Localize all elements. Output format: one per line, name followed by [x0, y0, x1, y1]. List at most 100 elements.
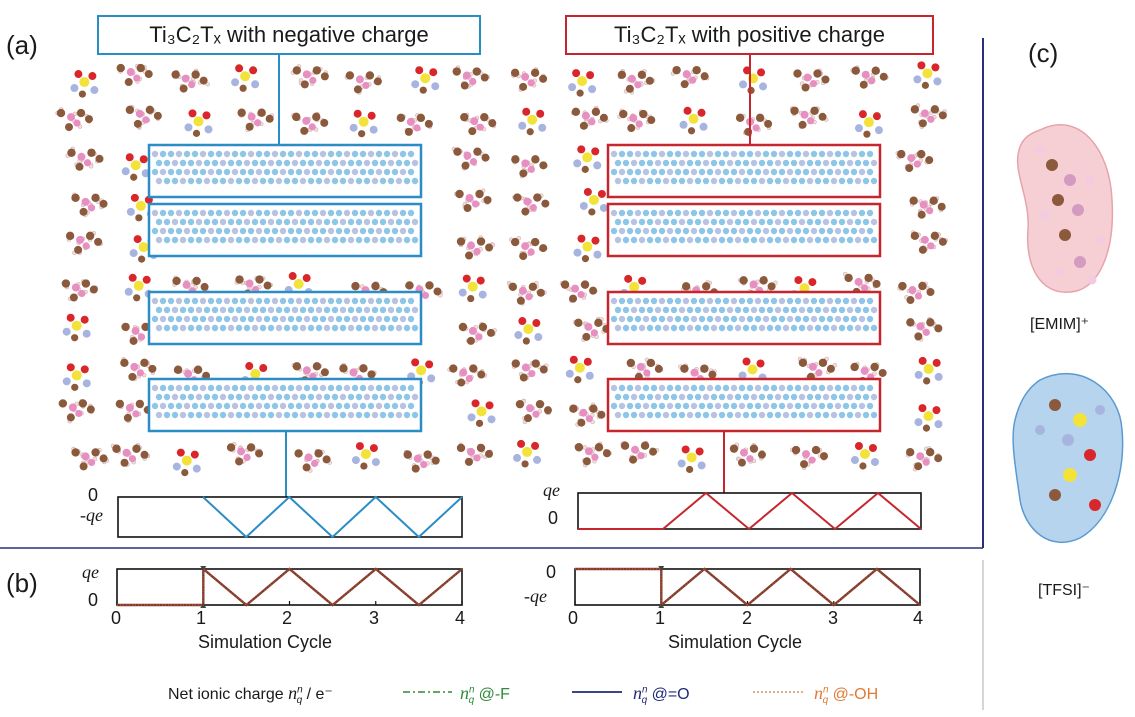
wave-neg-minus-label: -qe: [80, 505, 103, 525]
molecule-emim: [506, 280, 547, 306]
tfsi-atom: [1049, 399, 1061, 411]
chart-right-xtick-0: 0: [568, 608, 579, 628]
molecule-emim: [460, 112, 497, 136]
molecule-emim: [735, 113, 773, 137]
molecule-tfsi: [411, 66, 440, 94]
molecule-emim: [226, 441, 264, 466]
emim-atom: [1059, 229, 1071, 241]
tfsi-atom: [1084, 449, 1096, 461]
molecule-emim: [617, 68, 656, 95]
panel-label-a: (a): [6, 30, 38, 60]
molecule-tfsi: [679, 106, 708, 135]
wave-neg-trace: [202, 495, 463, 539]
emim-atom: [1052, 194, 1064, 206]
slab-negative-4: [147, 377, 423, 433]
emim-atom: [1046, 159, 1058, 171]
panel-label-c: (c): [1028, 38, 1059, 68]
molecule-emim: [620, 440, 660, 464]
emim-surface: [1016, 124, 1114, 293]
panel-a-negative-charge-waveform: [117, 495, 463, 539]
chart-right-xtick-3: 3: [828, 608, 839, 628]
molecule-tfsi: [231, 64, 260, 92]
tfsi-atom: [1089, 499, 1101, 511]
slab-negative-3: [147, 290, 423, 346]
wave-pos-box: [577, 492, 922, 530]
title-negative-formula: Ti₃C₂Tₓ: [149, 22, 221, 47]
emim-atom: [1072, 204, 1084, 216]
molecule-emim: [569, 402, 606, 427]
molecule-tfsi: [738, 357, 767, 386]
chart-left-marker-top: [200, 566, 207, 571]
slab-negative-2: [147, 202, 423, 258]
emim-hydrogen: [1087, 275, 1097, 285]
title-negative-charge: Ti₃C₂Tₓ with negative charge: [97, 15, 481, 55]
emim-atom: [1064, 174, 1076, 186]
tfsi-atom: [1062, 434, 1074, 446]
molecule-tfsi: [914, 404, 943, 432]
molecule-emim: [574, 441, 612, 468]
molecule-tfsi: [514, 317, 543, 345]
molecule-emim: [452, 65, 490, 90]
title-positive-formula: Ti₃C₂Tₓ: [614, 22, 686, 47]
molecule-emim: [626, 357, 664, 381]
molecule-tfsi: [677, 445, 706, 474]
chart-left-series-3: [117, 567, 463, 606]
ionic-liquid-molecules: [55, 61, 949, 477]
molecule-tfsi: [568, 69, 597, 97]
chart-left-xtick-3: 3: [369, 608, 380, 628]
emim-hydrogen: [1085, 175, 1095, 185]
molecule-emim: [559, 280, 598, 303]
molecule-emim: [670, 65, 710, 89]
molecule-emim: [396, 113, 433, 136]
molecule-tfsi: [458, 274, 487, 303]
tfsi-atom: [1063, 468, 1077, 482]
molecule-emim: [344, 71, 382, 95]
molecule-emim: [291, 111, 329, 135]
molecule-emim: [906, 316, 943, 342]
molecule-emim: [789, 445, 829, 471]
chart-left-ytick-top: qe: [82, 562, 99, 582]
legend-item-oh: nnq @-OH: [814, 683, 879, 707]
molecule-tfsi: [467, 399, 496, 427]
chart-left-marker-bottom: [200, 603, 207, 608]
molecule-emim: [850, 65, 889, 89]
tfsi-anion-model: [1012, 373, 1124, 544]
molecule-tfsi: [854, 110, 883, 138]
chart-left-frame: [116, 568, 463, 606]
molecule-emim: [447, 364, 488, 387]
molecule-tfsi: [739, 66, 768, 95]
panel-label-b: (b): [6, 568, 38, 598]
chart-right-xtick-4: 4: [913, 608, 924, 628]
molecule-emim: [291, 362, 329, 385]
tfsi-surface: [1012, 373, 1124, 544]
molecule-emim: [456, 442, 494, 466]
slab-negative-1: [147, 143, 423, 199]
molecule-emim: [65, 146, 104, 171]
chart-left-ytick-bottom: 0: [88, 590, 99, 610]
molecule-tfsi: [914, 356, 943, 385]
molecule-tfsi: [121, 153, 150, 181]
molecule-emim: [797, 356, 838, 381]
molecule-emim: [570, 105, 609, 130]
chart-left-xtick-4: 4: [455, 608, 466, 628]
panel-dividers: [0, 38, 984, 710]
panel-b-chart-right: [574, 566, 921, 608]
molecule-emim: [61, 279, 98, 302]
molecule-emim: [843, 271, 881, 296]
molecule-tfsi: [579, 187, 608, 216]
molecule-emim: [910, 230, 949, 254]
molecule-emim: [171, 68, 210, 93]
molecule-tfsi: [565, 355, 594, 384]
molecule-emim: [789, 106, 829, 129]
molecule-emim: [65, 230, 103, 256]
tfsi-atom: [1095, 405, 1105, 415]
molecule-emim: [897, 281, 935, 305]
chart-left-xlabel: Simulation Cycle: [198, 632, 333, 652]
molecule-emim: [572, 316, 611, 342]
molecule-emim: [294, 448, 332, 473]
molecule-emim: [456, 235, 496, 260]
molecule-emim: [71, 446, 110, 471]
molecule-emim: [512, 193, 550, 216]
chart-right-xlabel: Simulation Cycle: [668, 632, 803, 652]
chart-right-xtick-2: 2: [742, 608, 753, 628]
